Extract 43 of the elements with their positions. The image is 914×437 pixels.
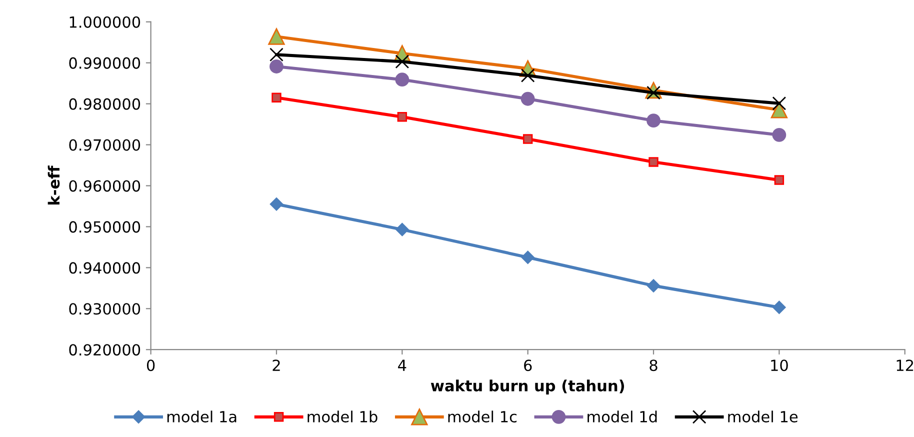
point	[270, 48, 284, 62]
point	[646, 114, 660, 128]
legend-label: model 1e	[728, 410, 798, 422]
point	[396, 222, 409, 236]
y-tick-label: 0.980000	[69, 98, 140, 110]
x-tick-label: 2	[272, 360, 280, 371]
y-tick-label: 0.960000	[69, 180, 140, 192]
x-tick-label: 12	[896, 360, 914, 371]
x-tick-label: 4	[398, 360, 406, 371]
point	[772, 128, 786, 142]
point	[520, 92, 535, 106]
point	[270, 198, 284, 211]
y-tick-label: 0.950000	[69, 221, 140, 233]
x-axis-title: waktu burn up (tahun)	[430, 380, 624, 394]
legend-label: model 1d	[588, 410, 657, 422]
point	[522, 134, 533, 144]
legend-label: model 1c	[448, 410, 517, 422]
point	[395, 72, 410, 87]
point	[395, 54, 410, 69]
legend-label: model 1b	[308, 410, 378, 422]
y-tick-label: 0.940000	[69, 262, 140, 274]
point	[520, 68, 535, 82]
point	[774, 175, 784, 185]
point	[272, 92, 282, 103]
point	[770, 102, 788, 118]
x-tick-label: 0	[146, 360, 155, 372]
x-tick-label: 6	[524, 360, 532, 372]
point	[521, 250, 534, 264]
y-axis-title: k-eff	[48, 166, 60, 205]
y-tick-label: 0.930000	[69, 303, 140, 315]
x-tick-label: 10	[771, 360, 788, 372]
y-tick-label: 1.000000	[70, 16, 140, 28]
point	[646, 279, 660, 292]
y-tick-label: 0.970000	[69, 139, 140, 151]
y-tick-label: 0.920000	[69, 344, 140, 356]
y-tick-label: 0.990000	[69, 57, 140, 69]
point	[268, 28, 285, 45]
point	[772, 300, 786, 314]
legend-label: model 1a	[167, 410, 236, 422]
point	[270, 60, 284, 74]
point	[648, 157, 658, 167]
point	[397, 112, 408, 122]
x-tick-label: 8	[650, 360, 658, 372]
